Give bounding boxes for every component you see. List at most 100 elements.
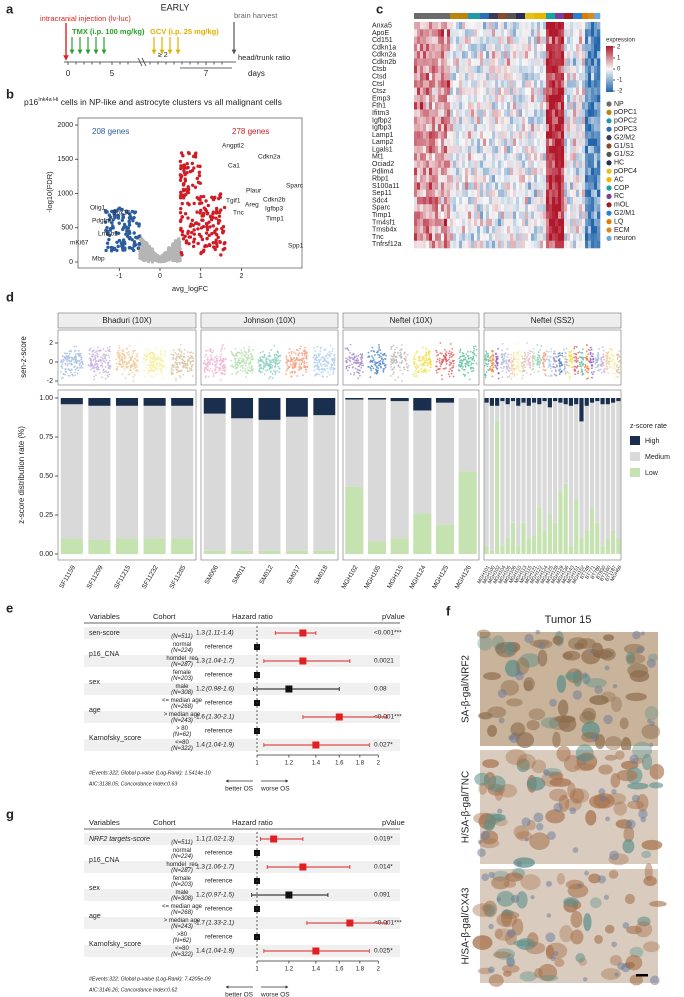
- heatmap-cell: [426, 102, 430, 110]
- gene-point-down: [104, 248, 108, 253]
- heatmap-cell: [510, 218, 514, 227]
- heatmap-cell: [489, 116, 493, 125]
- cell-point: [66, 364, 69, 367]
- cell-point: [417, 366, 420, 368]
- heatmap-cell: [471, 116, 475, 125]
- heatmap-cell: [414, 124, 418, 132]
- heatmap-cell: [414, 36, 418, 45]
- cell-point: [207, 360, 210, 363]
- heatmap-cell: [567, 175, 571, 183]
- heatmap-cell: [588, 240, 592, 249]
- gene-point-down: [115, 240, 119, 244]
- cell-point: [239, 357, 242, 360]
- cell-point: [212, 372, 215, 374]
- gene-point: [155, 258, 159, 262]
- cell-point: [74, 353, 77, 356]
- heatmap-cell: [432, 94, 436, 103]
- heatmap-cell: [444, 87, 448, 96]
- cell-point: [396, 360, 399, 363]
- heatmap-cell: [537, 22, 541, 30]
- legend-swatch: [606, 227, 612, 233]
- cell-point: [216, 366, 219, 369]
- heatmap-cell: [597, 167, 601, 176]
- stacked-bar: [143, 405, 166, 539]
- heatmap-cell: [504, 153, 508, 161]
- cluster-bar: [414, 13, 418, 19]
- heatmap-cell: [537, 43, 541, 52]
- heatmap-cell: [573, 196, 577, 205]
- heatmap-cell: [516, 226, 520, 234]
- cell-point: [175, 379, 177, 382]
- heatmap-cell: [528, 116, 532, 125]
- cell-point: [157, 358, 159, 361]
- heatmap-cell: [441, 109, 445, 118]
- heatmap-cell: [525, 51, 529, 59]
- stacked-bar: [367, 541, 387, 554]
- heatmap-cell: [537, 233, 541, 242]
- ratio-label: head/trunk ratio: [238, 53, 290, 62]
- cell-point: [143, 361, 146, 364]
- heatmap-cell: [423, 226, 427, 234]
- heatmap-cell: [564, 94, 568, 103]
- heatmap-cell: [513, 175, 517, 183]
- heatmap-cell: [564, 226, 568, 234]
- heatmap-cell: [417, 102, 421, 110]
- heatmap-cell: [471, 211, 475, 220]
- heatmap-cell: [432, 167, 436, 176]
- cell-point: [322, 363, 325, 366]
- heatmap-cell: [432, 182, 436, 190]
- heatmap-cell: [555, 240, 559, 249]
- heatmap-cell: [414, 109, 418, 118]
- heatmap-cell: [594, 58, 598, 67]
- heatmap-cell: [453, 211, 457, 220]
- heatmap-cell: [597, 102, 601, 110]
- gene-point-down: [110, 221, 114, 225]
- heatmap-cell: [474, 116, 478, 125]
- cell-point: [293, 351, 296, 354]
- cell-point: [66, 352, 69, 355]
- heatmap-cell: [426, 189, 430, 198]
- heatmap-cell: [483, 226, 487, 234]
- heatmap-cell: [585, 240, 589, 249]
- heatmap-cell: [447, 153, 451, 161]
- unit-label: days: [248, 69, 265, 78]
- gene-point-down: [124, 225, 129, 229]
- heatmap-cell: [480, 233, 484, 242]
- cell-point: [102, 368, 105, 371]
- heatmap-cell: [528, 87, 532, 96]
- cell-point: [125, 348, 128, 351]
- cell-point: [132, 376, 135, 378]
- heatmap-cell: [447, 182, 451, 190]
- heatmap-cell: [423, 109, 427, 118]
- heatmap-cell: [456, 240, 460, 249]
- cell-point: [247, 369, 249, 372]
- heatmap-cell: [594, 29, 598, 37]
- cluster-bar: [504, 13, 508, 19]
- gene-label: Angptl2: [222, 143, 244, 150]
- legend-swatch: [606, 168, 612, 174]
- cell-point: [76, 366, 79, 369]
- cell-point: [451, 354, 454, 357]
- stacked-bar: [88, 539, 111, 554]
- heatmap-cell: [594, 36, 598, 45]
- cell-point: [371, 346, 374, 349]
- heatmap-cell: [582, 240, 586, 249]
- cell-point: [322, 368, 325, 371]
- cell-point: [377, 367, 380, 370]
- heatmap-cell: [417, 87, 421, 96]
- heatmap-cell: [555, 211, 559, 220]
- heatmap-cell: [516, 29, 520, 37]
- cell-point: [296, 357, 298, 359]
- cell-point: [326, 367, 329, 370]
- heatmap-cell: [417, 189, 421, 198]
- heatmap-cell: [453, 153, 457, 161]
- heatmap-cell: [462, 22, 466, 30]
- heatmap-cell: [531, 124, 535, 132]
- heatmap-cell: [468, 226, 472, 234]
- heatmap-cell: [513, 22, 517, 30]
- heatmap-cell: [480, 73, 484, 81]
- cell-point: [147, 370, 150, 373]
- heatmap-cell: [513, 116, 517, 125]
- cell-point: [237, 351, 240, 354]
- heatmap-cell: [432, 233, 436, 242]
